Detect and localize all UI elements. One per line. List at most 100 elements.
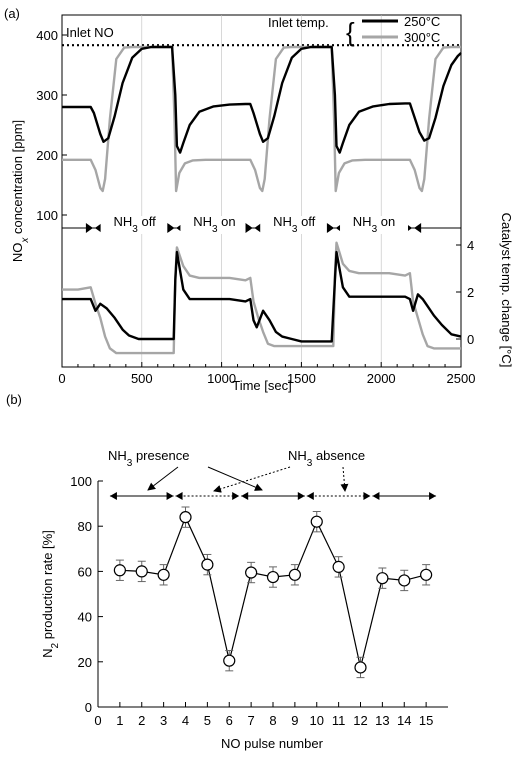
- production-rate-line: [119, 515, 427, 668]
- data-point: [398, 574, 411, 587]
- phase-label-bg: [260, 216, 329, 234]
- segment-arrowhead: [241, 492, 249, 500]
- nox-series-250: [62, 45, 462, 154]
- x-tick-label: 1000: [207, 371, 236, 386]
- panel-a-ticks: 0 500 1000 1500 2000 2500 100 200 300 400 0 2 4: [36, 28, 475, 386]
- b-x-tick-label: 11: [332, 713, 346, 728]
- temp-series-250: [62, 250, 462, 343]
- phase-label: NH3 off: [273, 214, 316, 235]
- x-tick-label: 0: [58, 371, 65, 386]
- b-x-tick-label: 6: [226, 713, 233, 728]
- data-point: [113, 564, 126, 577]
- panel-a-chart: 0 500 1000 1500 2000 2500 100 200 300 400 0 2 4 NH3 …: [10, 14, 514, 393]
- legend-brace: {: [346, 17, 355, 47]
- b-x-tick-label: 1: [116, 713, 123, 728]
- panel-a-series: [62, 45, 462, 355]
- panel-b-y-label: N2 production rate [%]: [40, 530, 61, 658]
- data-point: [354, 661, 367, 674]
- data-point: [201, 558, 214, 571]
- panel-b-series: [113, 506, 433, 679]
- y2-tick-label: 4: [467, 238, 474, 253]
- phase-arrowhead: [167, 223, 175, 233]
- b-y-tick-label: 0: [85, 700, 92, 715]
- panel-a-x-label: Time [sec]: [232, 378, 291, 393]
- inlet-no-label: Inlet NO: [66, 25, 114, 40]
- nh3-presence-annotation: NH3 presence: [108, 448, 189, 469]
- segment-arrowhead: [372, 492, 380, 500]
- b-x-tick-label: 8: [269, 713, 276, 728]
- b-x-tick-label: 5: [204, 713, 211, 728]
- panel-a-frame: [61, 14, 462, 368]
- data-point: [420, 568, 433, 581]
- panel-b-x-label: NO pulse number: [221, 736, 324, 751]
- segment-arrowhead: [297, 492, 305, 500]
- y-tick-label: 400: [36, 28, 58, 43]
- temp-series-300: [62, 241, 461, 355]
- data-point: [288, 568, 301, 581]
- panel-a-y2-label: Catalyst temp. change [°C]: [499, 213, 514, 368]
- b-x-tick-label: 12: [353, 713, 367, 728]
- b-y-tick-label: 100: [70, 474, 92, 489]
- y-tick-label: 200: [36, 148, 58, 163]
- nox-series-300: [62, 45, 461, 193]
- b-x-tick-label: 2: [138, 713, 145, 728]
- b-x-tick-label: 0: [94, 713, 101, 728]
- phase-label-bg: [340, 216, 409, 234]
- data-point: [157, 568, 170, 581]
- data-point: [135, 565, 148, 578]
- panel-a-y-label: NOx concentration [ppm]: [10, 120, 31, 262]
- b-x-tick-label: 15: [419, 713, 433, 728]
- phase-arrowhead: [414, 223, 422, 233]
- b-x-tick-label: 13: [375, 713, 389, 728]
- b-y-tick-label: 60: [78, 564, 92, 579]
- phase-arrowhead: [85, 223, 93, 233]
- b-x-tick-label: 3: [160, 713, 167, 728]
- data-point: [245, 566, 258, 579]
- phase-label-bg: [100, 216, 169, 234]
- absence-pointer-1: [213, 466, 291, 493]
- legend-title: Inlet temp.: [268, 15, 329, 30]
- y-tick-label: 100: [36, 208, 58, 223]
- segment-arrowhead: [166, 492, 174, 500]
- panel-b-label: (b): [6, 392, 22, 407]
- x-tick-label: 1500: [287, 371, 316, 386]
- phase-label: NH3 on: [193, 214, 235, 235]
- segment-arrowhead: [175, 492, 183, 500]
- legend-label-250: 250°C: [404, 14, 440, 29]
- panel-a-x-grid: [62, 15, 461, 367]
- phase-arrowhead: [245, 223, 253, 233]
- data-point: [310, 515, 323, 528]
- y-label-x-sub: x: [20, 237, 31, 244]
- panel-a-phase-arrows: NH3 off NH3 on NH3 off NH3 on: [62, 214, 461, 235]
- phase-arrowhead: [326, 223, 334, 233]
- absence-pointer-2: [340, 466, 349, 492]
- segment-arrowhead: [363, 492, 371, 500]
- y-label-rest: concentration [ppm]: [10, 120, 25, 238]
- presence-pointer-2: [207, 466, 263, 491]
- legend: Inlet temp. { 250°C 300°C: [268, 14, 440, 47]
- phase-arrowhead: [254, 223, 262, 233]
- phase-label: NH3 off: [114, 214, 157, 235]
- b-x-tick-label: 9: [291, 713, 298, 728]
- nh3-absence-annotation: NH3 absence: [288, 448, 365, 469]
- y2-tick-label: 0: [467, 332, 474, 347]
- data-point: [376, 572, 389, 585]
- segment-arrowhead: [109, 492, 117, 500]
- b-x-tick-label: 4: [182, 713, 189, 728]
- b-y-tick-label: 40: [78, 610, 92, 625]
- data-point: [223, 654, 236, 667]
- phase-arrowhead: [94, 223, 102, 233]
- b-x-tick-label: 7: [248, 713, 255, 728]
- b-y-tick-label: 20: [78, 655, 92, 670]
- segment-arrowhead: [306, 492, 314, 500]
- legend-label-300: 300°C: [404, 30, 440, 45]
- b-x-tick-label: 14: [397, 713, 411, 728]
- b-x-tick-label: 10: [310, 713, 324, 728]
- y2-tick-label: 2: [467, 285, 474, 300]
- data-point: [179, 511, 192, 524]
- panel-b-phase-segments: [109, 492, 437, 500]
- x-tick-label: 2000: [367, 371, 396, 386]
